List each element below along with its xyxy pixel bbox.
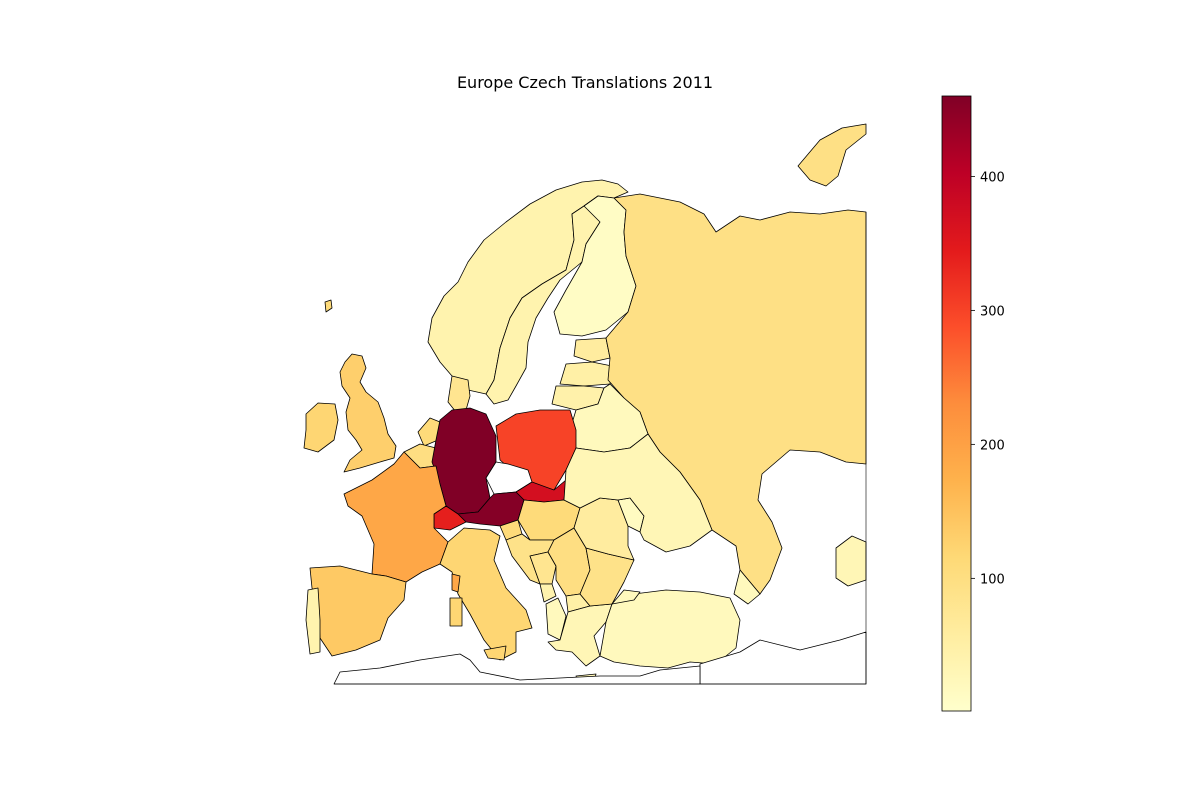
colorbar: 100 200 300 400 (941, 95, 1005, 712)
region-italy-sardinia (449, 597, 463, 627)
region-ukraine (563, 433, 713, 553)
colorbar-tick-label: 300 (980, 304, 1005, 319)
region-turkey (599, 589, 741, 669)
region-estonia (573, 337, 611, 363)
region-france (343, 451, 449, 583)
region-iceland (324, 299, 333, 313)
map-extent-edge (334, 212, 867, 685)
region-ireland (303, 402, 339, 453)
region-corsica (451, 573, 461, 593)
region-turkey-europe (611, 589, 641, 605)
map-title: Europe Czech Translations 2011 (457, 73, 713, 92)
region-georgia (733, 569, 761, 605)
region-albania (545, 597, 567, 641)
region-russia (605, 193, 867, 595)
colorbar-tick-label: 400 (980, 170, 1005, 185)
region-bosnia-and-herzegovina (529, 551, 557, 585)
region-italy-sicily (483, 645, 507, 661)
region-united-kingdom (339, 353, 397, 473)
region-portugal (305, 587, 321, 655)
region-kazakhstan (835, 535, 867, 587)
region-latvia (559, 361, 613, 387)
region-montenegro (539, 583, 557, 603)
colorbar-gradient (941, 95, 972, 712)
region-africa (333, 653, 701, 685)
region-denmark (447, 375, 471, 413)
map-area (303, 123, 867, 685)
colorbar-tick-label: 200 (980, 438, 1005, 453)
region-russia-far (797, 123, 867, 187)
region-spain (309, 565, 407, 657)
colorbar-tick-label: 100 (980, 572, 1005, 587)
region-greece (547, 603, 613, 667)
colorbar-ticks: 100 200 300 400 (971, 170, 1005, 587)
